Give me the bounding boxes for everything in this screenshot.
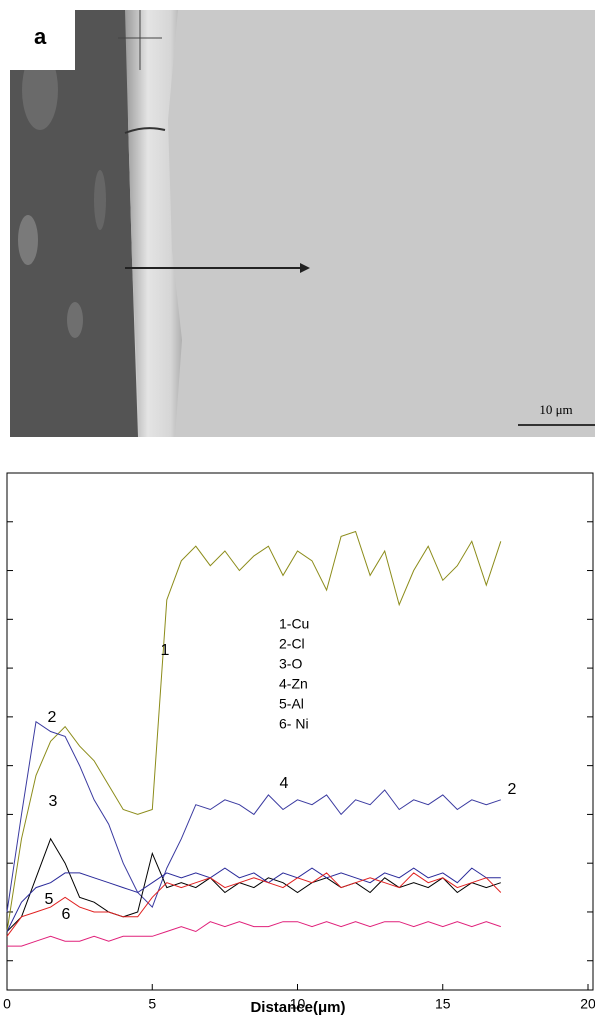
series-line [6, 872, 502, 937]
curve-annotation: 5 [45, 891, 54, 908]
series-line [6, 720, 501, 913]
legend-entry: 6- Ni [279, 716, 309, 732]
curve-annotation: 1 [161, 642, 170, 659]
series-line [6, 867, 501, 932]
legend-entry: 5-Al [279, 696, 304, 712]
x-tick-label: 15 [435, 996, 451, 1012]
legend-entry: 1-Cu [279, 616, 309, 632]
curve-annotation: 2 [48, 709, 57, 726]
curve-annotation: 3 [49, 793, 58, 810]
x-tick-label: 20 [580, 996, 595, 1012]
panel-label: a [34, 24, 47, 49]
curve-annotation: 4 [280, 775, 289, 792]
x-axis-label: Distance(μm) [250, 999, 345, 1016]
legend-entry: 3-O [279, 656, 302, 672]
curve-annotation: 6 [62, 906, 71, 923]
curve-annotation: 2 [508, 781, 517, 798]
line-chart: 0 5 10 15 20Distance(μm)1-Cu2-Cl3-O4-Zn5-Al6… [3, 472, 595, 1016]
legend-entry: 4-Zn [279, 676, 308, 692]
series-line [7, 921, 501, 947]
plot-frame [6, 472, 594, 991]
legend-entry: 2-Cl [279, 636, 305, 652]
x-tick-label: 10 [290, 996, 306, 1012]
x-tick-label: 0 [3, 996, 11, 1012]
micrograph: a 10 μm [10, 10, 595, 437]
x-tick-label: 5 [148, 996, 156, 1012]
series-line [6, 530, 502, 932]
scale-bar-label: 10 μm [539, 402, 572, 417]
series-line [6, 837, 501, 932]
